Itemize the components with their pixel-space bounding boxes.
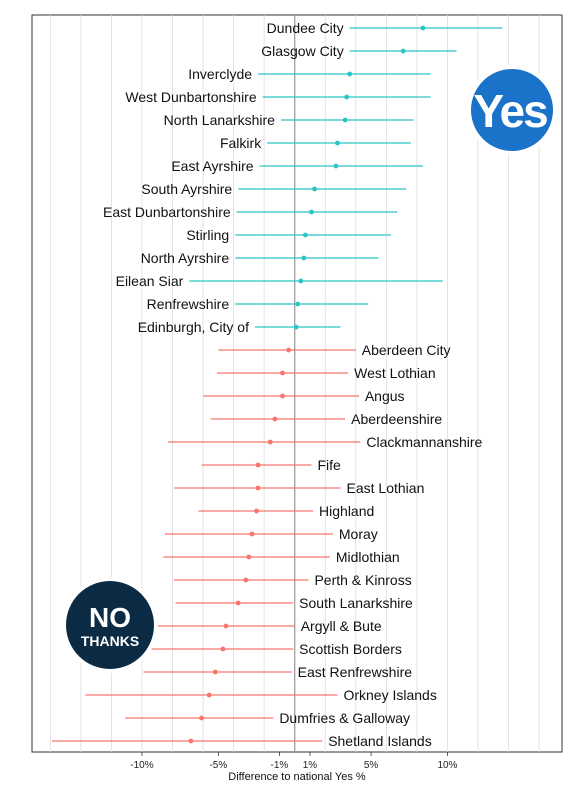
estimate-point [312, 186, 317, 192]
district-label: Perth & Kinross [314, 572, 411, 588]
district-label: Clackmannanshire [366, 434, 482, 450]
estimate-point [344, 94, 350, 100]
estimate-point [254, 508, 259, 514]
estimate-point [400, 48, 406, 54]
district-label: West Lothian [354, 365, 435, 381]
district-label: Argyll & Bute [301, 618, 382, 634]
estimate-point [342, 117, 348, 123]
district-label: Falkirk [220, 135, 262, 151]
estimate-point [235, 600, 241, 606]
district-label: East Renfrewshire [298, 664, 413, 680]
estimate-point [272, 416, 278, 422]
no-logo-text-bottom: THANKS [81, 633, 139, 649]
x-tick-label: 10% [437, 760, 457, 771]
district-label: Glasgow City [261, 43, 343, 59]
no-thanks-logo: NO THANKS [62, 577, 158, 673]
district-label: Renfrewshire [147, 296, 230, 312]
district-label: Scottish Borders [299, 641, 402, 657]
estimate-points [188, 25, 426, 744]
district-label: West Dunbartonshire [125, 89, 256, 105]
district-label: Fife [318, 457, 342, 473]
district-label: North Lanarkshire [164, 112, 275, 128]
district-label: Dumfries & Galloway [279, 710, 410, 726]
estimate-point [255, 485, 261, 491]
estimate-point [280, 370, 285, 376]
estimate-point [243, 577, 249, 583]
yes-logo: Yes [467, 65, 557, 155]
district-label: East Dunbartonshire [103, 204, 231, 220]
estimate-point [333, 163, 339, 169]
estimate-point [246, 554, 252, 560]
yes-logo-text: Yes [473, 85, 547, 137]
estimate-point [255, 462, 261, 468]
district-label: Eilean Siar [116, 273, 184, 289]
district-label: Inverclyde [188, 66, 252, 82]
estimate-point [188, 738, 194, 744]
estimate-point [309, 209, 314, 215]
district-label: Orkney Islands [343, 687, 436, 703]
no-thanks-logo-badge [66, 581, 154, 669]
district-label: Dundee City [267, 20, 344, 36]
yes-logo-badge [471, 69, 553, 151]
estimate-point [267, 439, 273, 445]
estimate-point [295, 301, 301, 307]
estimate-point [206, 692, 212, 698]
district-label: Edinburgh, City of [138, 319, 249, 335]
district-label: Stirling [186, 227, 229, 243]
estimate-point [212, 669, 218, 675]
estimate-point [249, 531, 255, 537]
no-logo-text-top: NO [89, 602, 131, 633]
district-label: Shetland Islands [328, 733, 432, 749]
estimate-point [298, 278, 304, 284]
x-tick-label: -1% [271, 760, 289, 771]
estimate-point [347, 71, 353, 77]
district-label: East Ayrshire [171, 158, 253, 174]
x-tick-label: 5% [364, 760, 379, 771]
district-label: Angus [365, 388, 405, 404]
estimate-point [420, 25, 426, 31]
x-tick-label: 1% [303, 760, 318, 771]
estimate-point [286, 347, 291, 353]
district-label: Midlothian [336, 549, 400, 565]
x-tick-label: -5% [209, 760, 227, 771]
estimate-point [335, 140, 340, 146]
district-label: Highland [319, 503, 374, 519]
district-labels: Dundee City Glasgow City Inverclyde West Du… [103, 20, 483, 749]
estimate-point [280, 393, 285, 399]
x-axis: -10% -5% -1% 1% 5% 10% [130, 752, 458, 771]
district-label: Aberdeenshire [351, 411, 442, 427]
x-axis-title: Difference to national Yes % [228, 771, 366, 783]
estimate-point [301, 255, 307, 261]
estimate-point [223, 623, 229, 629]
estimate-point [303, 232, 308, 238]
estimate-point [220, 646, 226, 652]
district-label: South Lanarkshire [299, 595, 413, 611]
x-tick-label: -10% [130, 760, 153, 771]
district-label: North Ayrshire [141, 250, 230, 266]
district-label: Moray [339, 526, 378, 542]
district-label: South Ayrshire [141, 181, 232, 197]
estimate-point [293, 324, 299, 330]
district-label: Aberdeen City [362, 342, 451, 358]
estimate-point [199, 715, 204, 721]
district-label: East Lothian [347, 480, 425, 496]
